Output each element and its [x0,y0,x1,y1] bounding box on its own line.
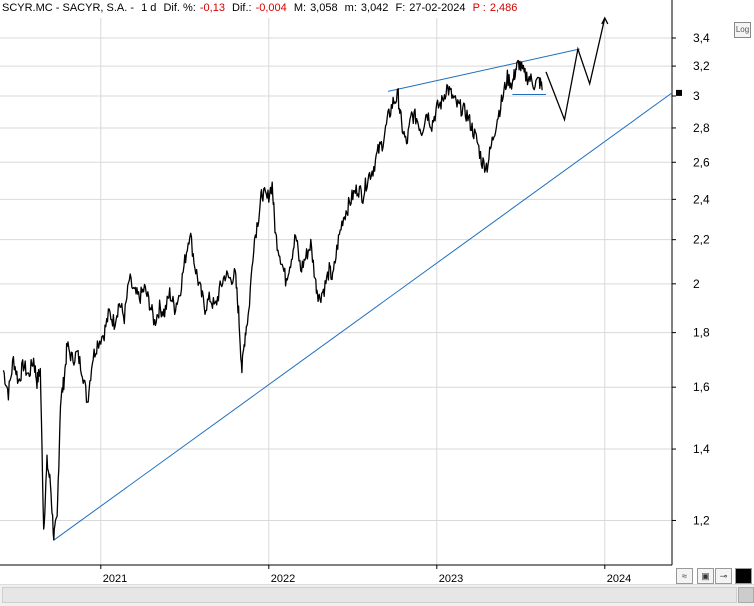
y-tick-label: 2,4 [693,192,710,206]
y-tick-label: 1,8 [693,326,710,340]
x-tick-label: 2024 [607,573,631,585]
x-tick-label: 2021 [103,573,127,585]
dif-pct-value: -0,13 [199,2,225,14]
max-value: 3,058 [310,2,338,14]
y-tick-label: 1,4 [693,442,710,456]
dif-value: -0,004 [255,2,287,14]
chart-style-icon[interactable]: ≈ [676,568,693,584]
chart-header: SCYR.MC - SACYR, S.A. - 1 d Dif. %: -0,13… [2,2,521,18]
p-value: 2,486 [489,2,518,14]
y-tick-label: 2 [693,277,700,291]
y-tick-label: 3,4 [693,31,710,45]
price-series-line [2,59,543,541]
color-swatch-icon[interactable] [735,568,752,584]
max-label: M: [293,2,307,14]
y-tick-label: 3,2 [693,59,710,73]
pin-icon[interactable]: ⊸ [715,568,732,584]
trendline [387,48,580,92]
y-tick-label: 1,6 [693,380,710,394]
horizontal-scrollbar[interactable] [2,587,737,603]
log-scale-button[interactable]: Log [734,22,751,38]
date-value: 27-02-2024 [409,2,466,14]
min-value: 3,042 [360,2,389,14]
period-label: 1 d [141,2,157,14]
trendline [53,92,673,541]
x-tick-label: 2023 [439,573,463,585]
last-price-marker [676,89,682,96]
scrollbar-end-button[interactable] [738,587,754,603]
y-tick-label: 1,2 [693,513,710,527]
date-label: F: [395,2,406,14]
projection-arrowhead [601,16,609,25]
dif-label: Dif.: [232,2,252,14]
dif-pct-label: Dif. %: [163,2,196,14]
min-label: m: [344,2,357,14]
y-tick-label: 2,6 [693,155,710,169]
y-tick-label: 3 [693,89,700,103]
ticker-label: SCYR.MC - SACYR, S.A. - [2,2,135,14]
save-icon[interactable]: ▣ [697,568,714,584]
y-tick-label: 2,2 [693,233,710,247]
p-label: P : [472,2,486,14]
x-tick-label: 2022 [271,573,295,585]
y-tick-label: 2,8 [693,121,710,135]
projection-path [545,17,606,123]
